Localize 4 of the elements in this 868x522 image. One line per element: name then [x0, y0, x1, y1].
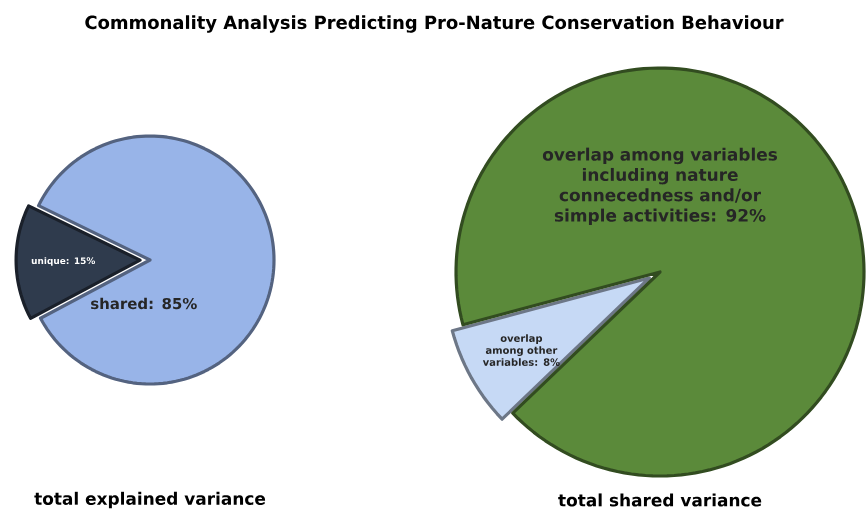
slice-label: overlap among variables including nature connecedness and/or simple activities: 92% — [542, 147, 778, 226]
text: total explained variance — [34, 491, 266, 509]
text: Commonality Analysis Predicting Pro-Nature Conservation Behaviour — [85, 15, 784, 33]
text: total shared variance — [558, 493, 762, 507]
